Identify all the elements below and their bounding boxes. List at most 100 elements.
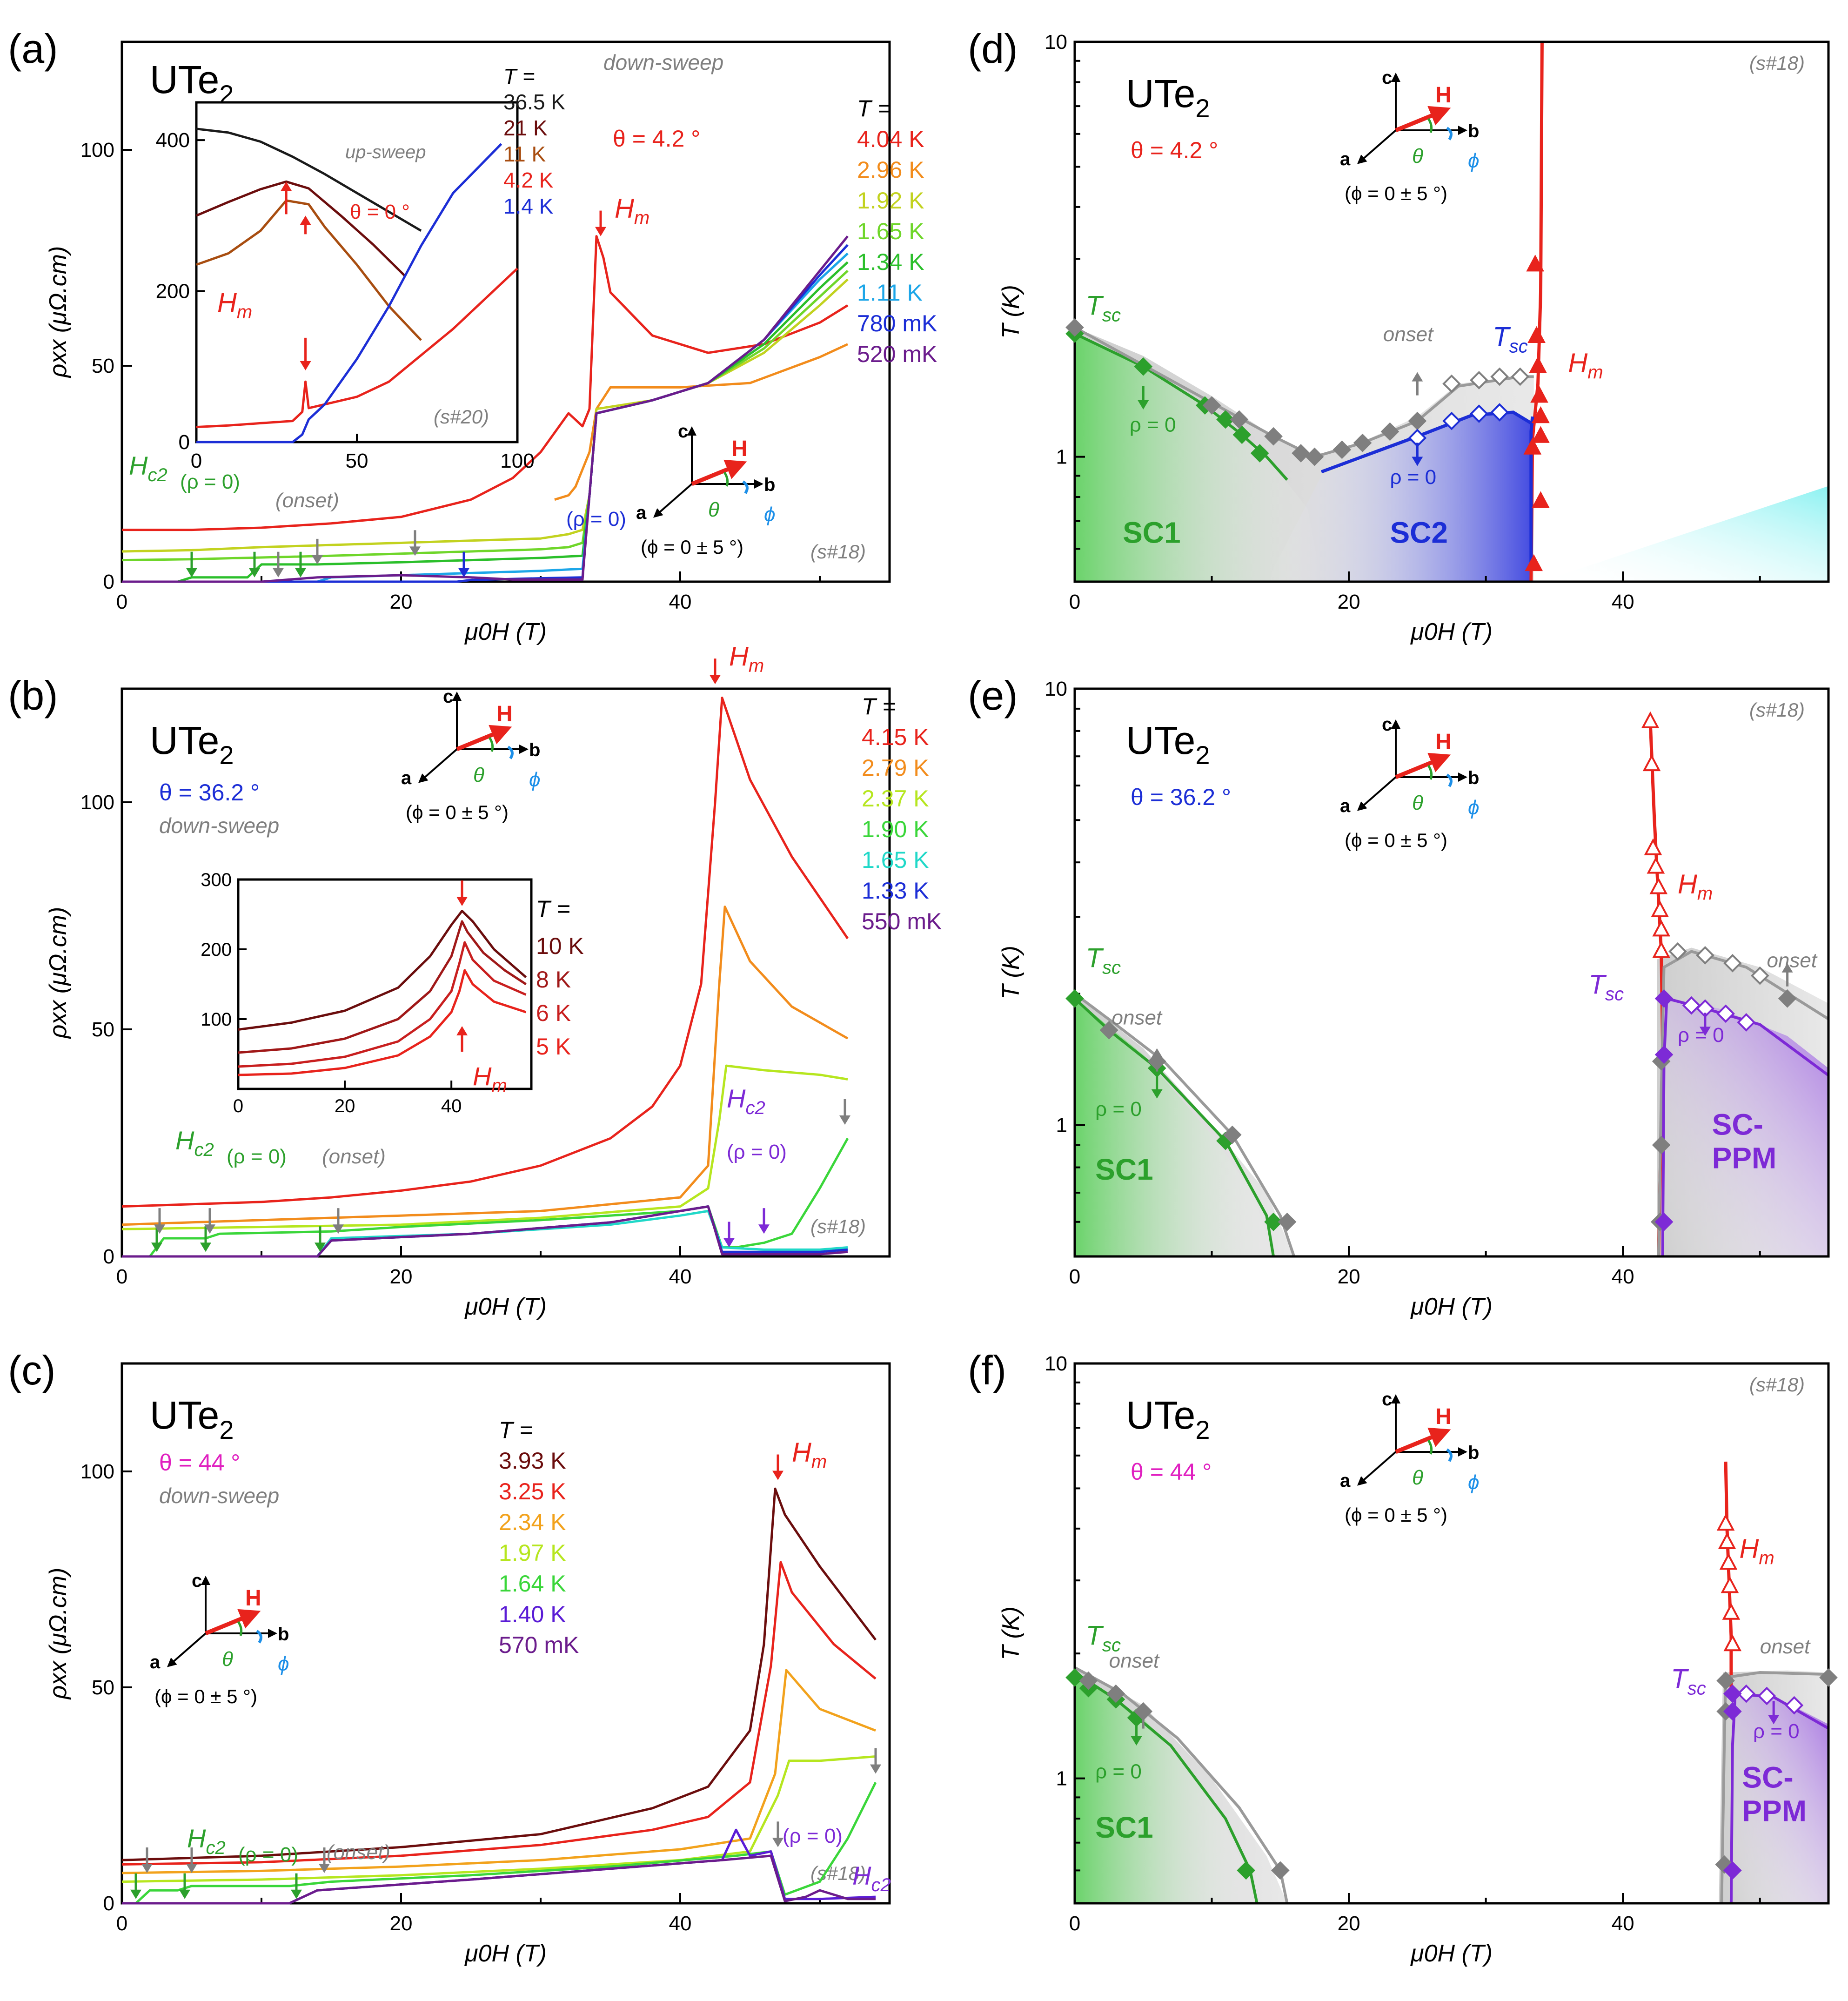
rho-zero-label-purple: (ρ = 0) — [783, 1825, 843, 1847]
x-tick-label: 20 — [390, 591, 413, 613]
H-arrow — [1395, 106, 1451, 133]
phi-label: ϕ — [1468, 1471, 1479, 1494]
H-label: H — [496, 702, 513, 726]
arrow-head — [130, 1889, 141, 1899]
data-marker — [1716, 1004, 1735, 1023]
x-tick-label: 20 — [1338, 1912, 1360, 1935]
data-marker — [1682, 996, 1701, 1015]
series-line — [121, 1561, 877, 1866]
rho-zero-label-purple: (ρ = 0) — [727, 1141, 787, 1163]
onset-label: (onset) — [327, 1841, 390, 1864]
data-marker — [1668, 942, 1687, 961]
sample-label: (s#18) — [1749, 1374, 1805, 1396]
scppm-region — [1661, 998, 1828, 1256]
legend-entry: 4.04 K — [857, 126, 924, 152]
plot-frame — [121, 687, 891, 1258]
arrow-head — [300, 361, 311, 370]
arrow-head — [1699, 1027, 1711, 1036]
Hm-label: Hm — [615, 194, 649, 228]
inset-legend-entry: 8 K — [536, 967, 571, 993]
region-label: SC2 — [1390, 516, 1448, 550]
inset-series-line — [238, 920, 527, 1054]
Tsc-label: Tsc — [1086, 290, 1121, 325]
data-marker — [1442, 411, 1461, 430]
subscript: m — [1759, 1548, 1774, 1569]
data-marker — [1232, 425, 1252, 444]
inset-series-line — [238, 969, 527, 1076]
data-marker — [1654, 1045, 1674, 1064]
x-tick-label: 20 — [390, 1912, 413, 1935]
panel-c: 0 20 40 0 50 100 μ0H (T) ρxx (μΩ.cm) (c) UTe2 θ = … — [8, 1347, 891, 1967]
data-marker — [1652, 1135, 1671, 1155]
data-marker — [1819, 1668, 1838, 1687]
subscript: 2 — [1195, 94, 1210, 123]
arrow-head — [1138, 400, 1149, 410]
arrow-head — [1151, 1048, 1163, 1058]
c-label: c — [1382, 714, 1392, 735]
H-arrow — [205, 1609, 261, 1636]
arrow-head — [179, 1889, 190, 1899]
subscript: 2 — [219, 740, 234, 770]
inset-legend-header: T = — [536, 896, 570, 922]
data-marker — [1332, 440, 1352, 459]
series-line — [554, 343, 849, 501]
Hm-label: Hm — [729, 641, 764, 676]
subscript: m — [811, 1452, 827, 1472]
inset-legend-header: T = — [503, 64, 535, 88]
data-marker — [1532, 491, 1550, 508]
subscript: m — [1587, 363, 1603, 383]
plot-frame — [121, 40, 891, 583]
data-marker — [1737, 1013, 1756, 1032]
inset-legend-entry: 10 K — [536, 933, 584, 959]
x-tick-label: 0 — [116, 591, 127, 613]
legend-entry: 1.65 K — [862, 847, 929, 873]
H-label: H — [731, 436, 748, 461]
phi-arc — [1446, 1448, 1453, 1462]
Hm-label: Hm — [792, 1437, 827, 1472]
H-arrow — [1395, 1427, 1451, 1454]
data-marker — [1715, 1855, 1734, 1874]
data-marker — [1079, 1671, 1098, 1690]
data-marker — [1750, 966, 1769, 985]
plot-frame — [1073, 687, 1830, 1258]
inset-legend-entry: 36.5 K — [503, 90, 565, 114]
data-marker — [1264, 1212, 1283, 1231]
arrow-head — [1131, 1736, 1142, 1746]
angle-label: θ = 4.2 ° — [1131, 137, 1218, 163]
sc1-region — [1075, 998, 1274, 1256]
H-label: H — [245, 1586, 261, 1611]
axes-sketch: c a bHθ ϕ (ϕ = 0 ± 5 °) — [636, 421, 775, 558]
y-tick-label: 50 — [92, 355, 114, 377]
data-marker — [1292, 444, 1310, 463]
arrow-head — [1768, 1715, 1780, 1725]
sample-label: (s#18) — [1749, 52, 1805, 74]
data-marker — [1722, 1603, 1741, 1620]
data-marker — [1511, 367, 1530, 386]
region-label: PPM — [1742, 1794, 1807, 1827]
arrow-head — [249, 568, 260, 577]
y-tick-label: 100 — [201, 1009, 232, 1030]
annotation-label: ρ = 0 — [1130, 413, 1176, 436]
annotation-label: ρ = 0 — [1095, 1098, 1142, 1121]
phase-boundary — [1529, 416, 1534, 565]
legend-entry: 1.97 K — [499, 1540, 566, 1566]
series-line — [121, 697, 849, 1208]
inset-sample-label: (s#20) — [434, 406, 489, 428]
subscript: c2 — [147, 465, 167, 485]
axes-sketch: c a bHθ ϕ (ϕ = 0 ± 5 °) — [1340, 1389, 1479, 1526]
inset-sweep-label: up-sweep — [345, 142, 426, 162]
series-line — [122, 1137, 849, 1258]
x-tick-label: 50 — [346, 450, 368, 472]
arrow-head — [595, 227, 606, 236]
data-marker — [1271, 1861, 1290, 1880]
panel-d: 0 20 40 1 10 μ0H (T) T (K) (d) UTe2 θ = 4.2 ° (s#1… — [968, 26, 1830, 645]
theta-arc — [1427, 1439, 1433, 1455]
x-tick-label: 20 — [390, 1265, 413, 1288]
subscript: m — [749, 656, 764, 676]
x-tick-label: 0 — [191, 450, 202, 472]
x-axis-label: μ0H (T) — [464, 1293, 547, 1320]
c-label: c — [1382, 67, 1392, 88]
inset-legend-entry: 4.2 K — [503, 168, 554, 192]
x-tick-label: 0 — [233, 1096, 243, 1116]
axes-sketch: c a bHθ ϕ (ϕ = 0 ± 5 °) — [401, 686, 540, 823]
